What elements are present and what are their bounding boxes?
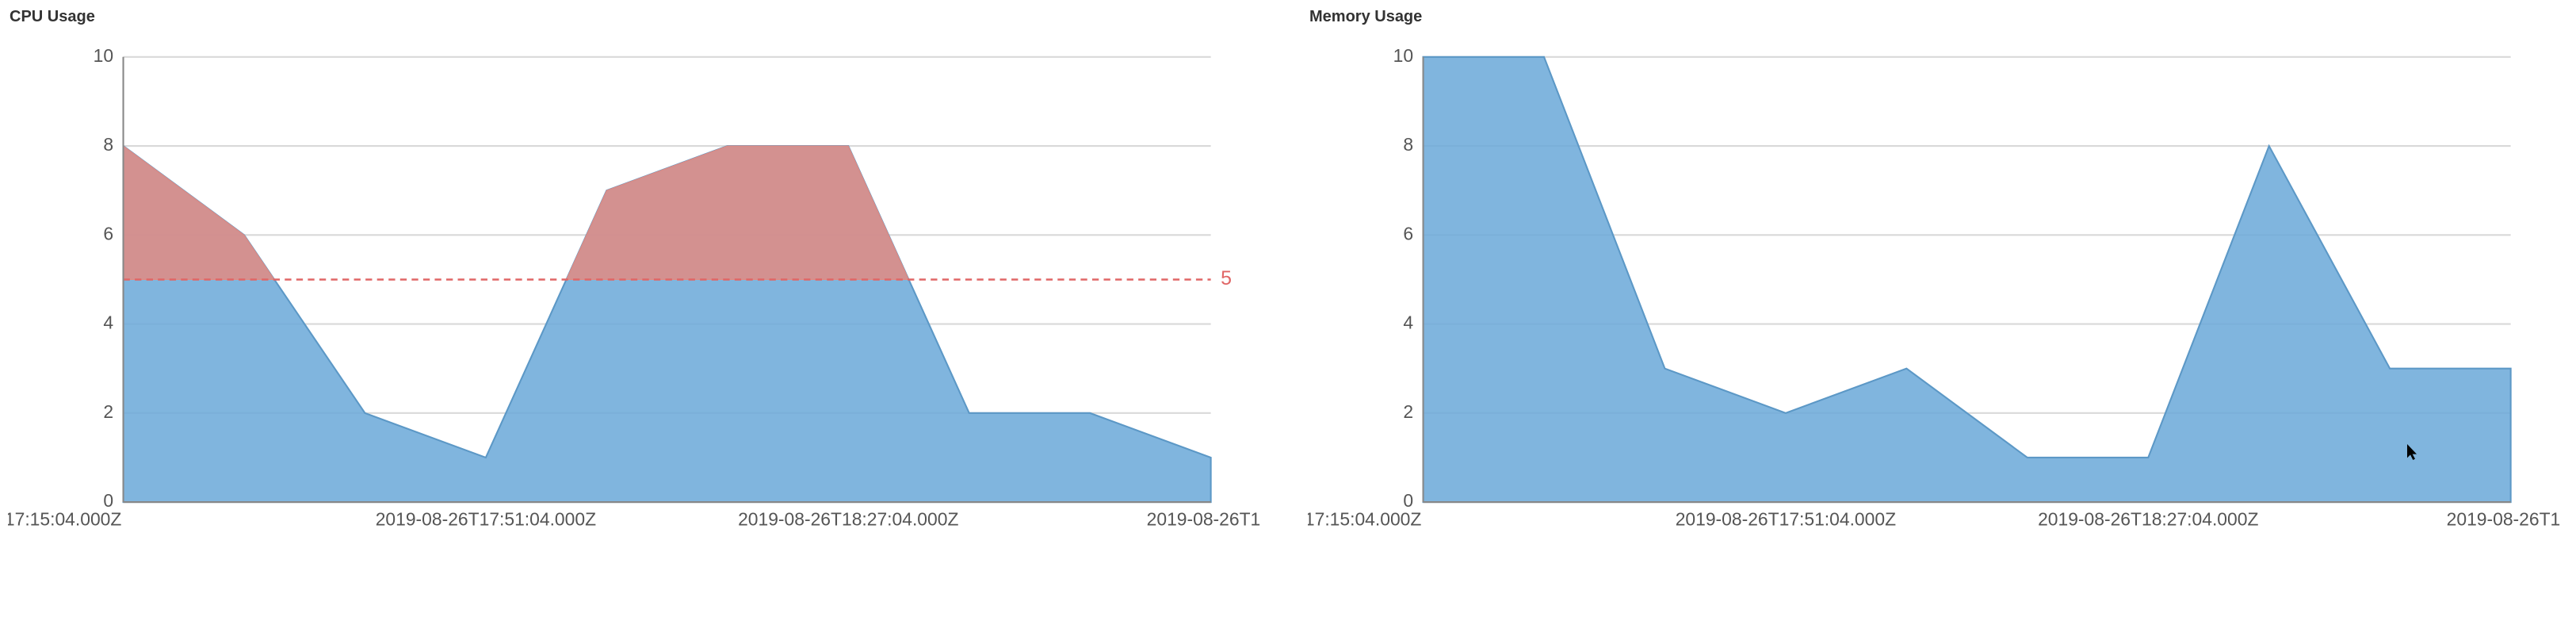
cpu-chart[interactable]: 0 2 4 6 8 10 5 2019-08-26T17:15:04.000Z 2019-08-…	[8, 40, 1260, 551]
memory-chart[interactable]: 0 2 4 6 8 10 2019-08-26T17:15:04.000Z 2019-08-2…	[1308, 40, 2560, 551]
svg-text:0: 0	[103, 490, 113, 511]
svg-text:4: 4	[103, 312, 113, 333]
cpu-chart-title: CPU Usage	[8, 8, 1260, 26]
svg-text:0: 0	[1403, 490, 1413, 511]
cpu-panel: CPU Usage 0 2 4 6 8 10 5 2019-08-26T17:15:04.00…	[8, 8, 1260, 551]
svg-text:5: 5	[1221, 267, 1232, 289]
svg-text:10: 10	[94, 45, 113, 66]
svg-text:10: 10	[1393, 45, 1413, 66]
svg-text:2019-08-26T19:03:04.000Z: 2019-08-26T19:03:04.000Z	[2447, 508, 2560, 529]
svg-text:2019-08-26T17:51:04.000Z: 2019-08-26T17:51:04.000Z	[376, 508, 596, 529]
memory-chart-svg: 0 2 4 6 8 10 2019-08-26T17:15:04.000Z 2019-08-2…	[1308, 40, 2560, 551]
memory-panel: Memory Usage 0 2 4 6 8 10 2019-08-26T17:15:04.…	[1308, 8, 2560, 551]
svg-text:4: 4	[1403, 312, 1413, 333]
svg-text:6: 6	[1403, 223, 1413, 243]
svg-text:2019-08-26T19:03:04.000Z: 2019-08-26T19:03:04.000Z	[1147, 508, 1260, 529]
memory-chart-title: Memory Usage	[1308, 8, 2560, 26]
svg-text:2019-08-26T17:15:04.000Z: 2019-08-26T17:15:04.000Z	[1308, 508, 1421, 529]
svg-text:2019-08-26T17:51:04.000Z: 2019-08-26T17:51:04.000Z	[1676, 508, 1896, 529]
svg-text:8: 8	[1403, 134, 1413, 155]
svg-text:6: 6	[103, 223, 113, 243]
svg-text:2019-08-26T18:27:04.000Z: 2019-08-26T18:27:04.000Z	[738, 508, 958, 529]
dashboard: CPU Usage 0 2 4 6 8 10 5 2019-08-26T17:15:04.00…	[0, 0, 2576, 559]
svg-text:2019-08-26T18:27:04.000Z: 2019-08-26T18:27:04.000Z	[2038, 508, 2258, 529]
svg-text:2: 2	[103, 401, 113, 422]
svg-text:2019-08-26T17:15:04.000Z: 2019-08-26T17:15:04.000Z	[8, 508, 121, 529]
cpu-chart-svg: 0 2 4 6 8 10 5 2019-08-26T17:15:04.000Z 2019-08-…	[8, 40, 1260, 551]
svg-text:2: 2	[1403, 401, 1413, 422]
svg-text:8: 8	[103, 134, 113, 155]
